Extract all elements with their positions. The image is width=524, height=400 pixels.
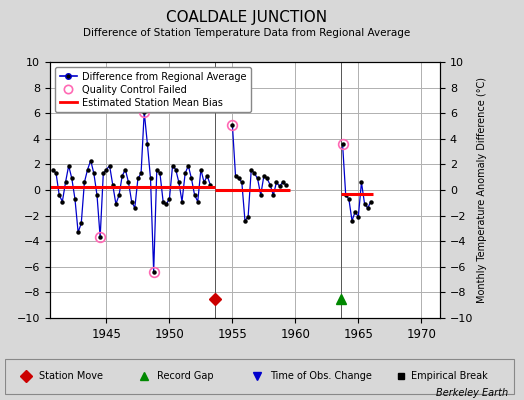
Text: Empirical Break: Empirical Break <box>411 371 488 381</box>
Text: Difference of Station Temperature Data from Regional Average: Difference of Station Temperature Data f… <box>83 28 410 38</box>
Legend: Difference from Regional Average, Quality Control Failed, Estimated Station Mean: Difference from Regional Average, Qualit… <box>54 67 251 112</box>
Text: Station Move: Station Move <box>39 371 103 381</box>
Text: Record Gap: Record Gap <box>157 371 213 381</box>
Bar <box>5 359 514 394</box>
Text: Berkeley Earth: Berkeley Earth <box>436 388 508 398</box>
Text: Time of Obs. Change: Time of Obs. Change <box>270 371 372 381</box>
Text: COALDALE JUNCTION: COALDALE JUNCTION <box>166 10 327 25</box>
Y-axis label: Monthly Temperature Anomaly Difference (°C): Monthly Temperature Anomaly Difference (… <box>477 77 487 303</box>
